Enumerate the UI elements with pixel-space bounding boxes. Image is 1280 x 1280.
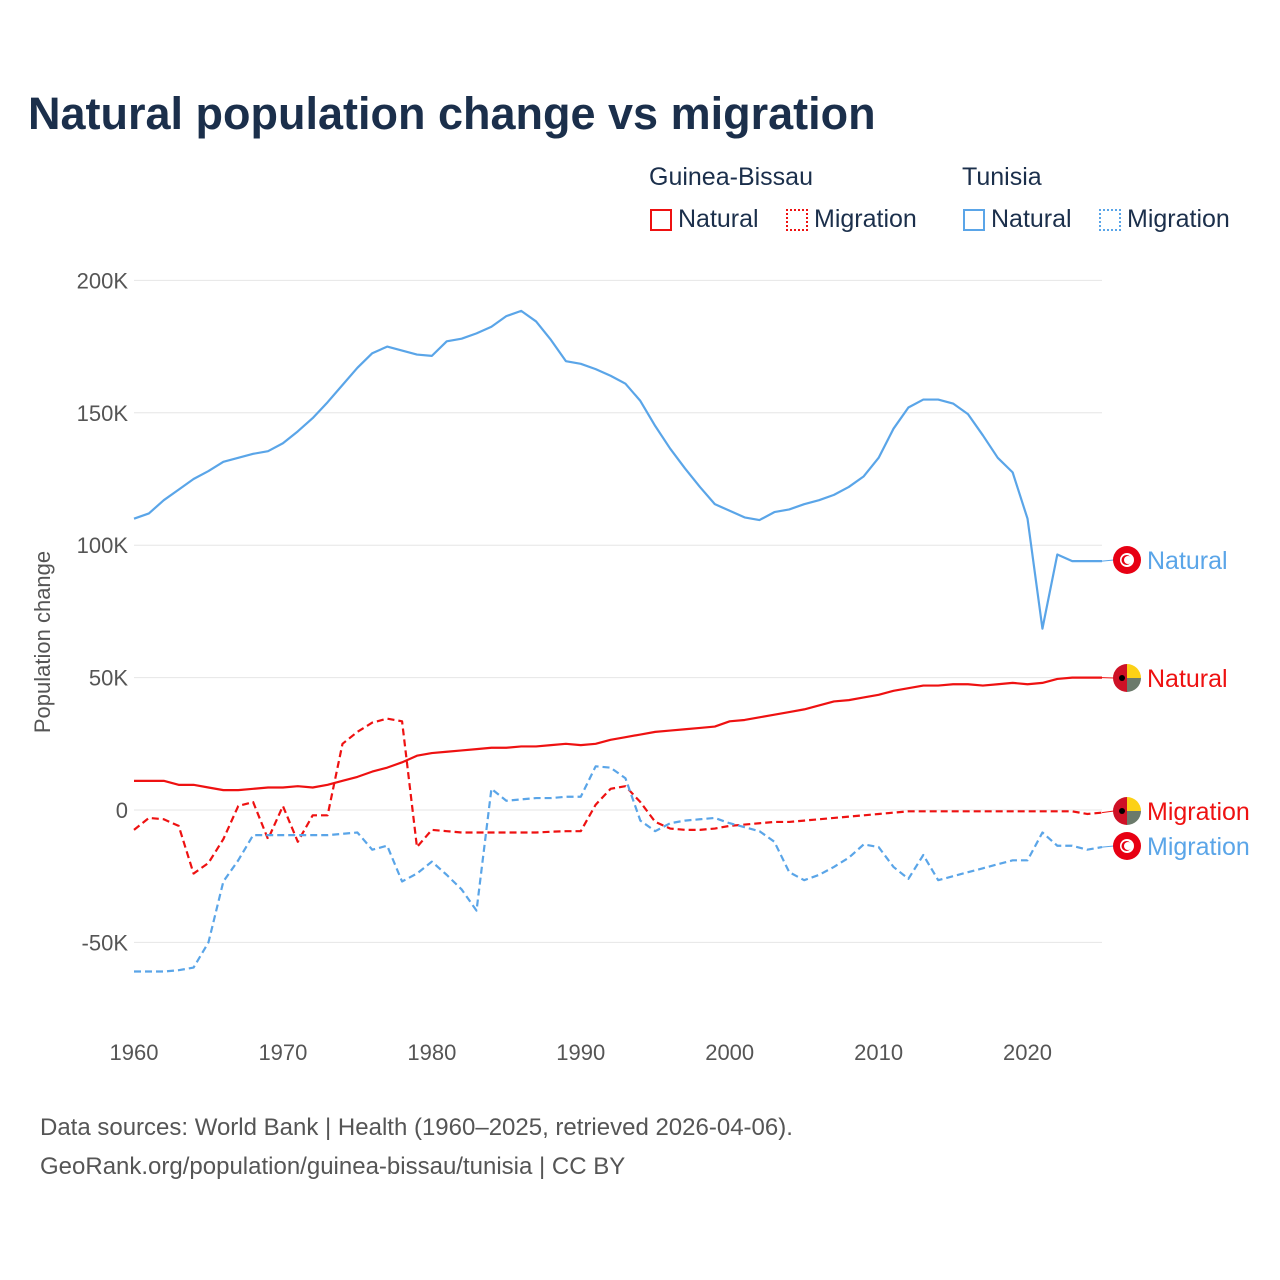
chart-title: Natural population change vs migration: [28, 88, 876, 139]
flag-star: [1119, 808, 1125, 814]
legend-label: Natural: [991, 205, 1072, 233]
legend-label: Migration: [1127, 205, 1230, 233]
end-label: Natural: [1147, 547, 1228, 575]
source-line-2[interactable]: GeoRank.org/population/guinea-bissau/tun…: [40, 1153, 626, 1180]
x-tick-label: 2020: [1003, 1040, 1052, 1065]
y-tick-label: 100K: [77, 533, 129, 558]
end-connector: [1101, 810, 1115, 814]
end-connector: [1101, 559, 1115, 562]
end-connector: [1101, 845, 1115, 848]
flag-crescent-cut: [1124, 556, 1132, 564]
legend-swatch-dotted: [786, 208, 808, 231]
end-label: Natural: [1147, 665, 1228, 693]
y-axis-label: Population change: [30, 551, 55, 733]
flag-green: [1127, 811, 1141, 825]
x-tick-label: 2010: [854, 1040, 903, 1065]
tunisia-flag-icon: [1113, 832, 1141, 860]
series-line-guinea-bissau-migration: [133, 717, 1103, 875]
guinea-bissau-flag-icon: [1113, 664, 1141, 692]
source-note: Data sources: World Bank | Health (1960–…: [40, 1108, 793, 1186]
legend-group-tunisia: Tunisia: [962, 163, 1042, 191]
legend-swatch-solid: [963, 208, 985, 231]
legend-item-gb-natural[interactable]: Natural: [650, 205, 759, 234]
y-tick-label: 200K: [77, 268, 129, 293]
legend-swatch-dotted: [1099, 208, 1121, 231]
x-tick-label: 2000: [705, 1040, 754, 1065]
legend-group-guinea-bissau: Guinea-Bissau: [649, 163, 813, 191]
flag-yellow: [1127, 664, 1141, 678]
y-tick-label: 50K: [89, 666, 128, 691]
legend-label: Natural: [678, 205, 759, 233]
series-line-tunisia-migration: [134, 765, 1103, 973]
y-tick-label: 150K: [77, 401, 129, 426]
y-tick-label: -50K: [82, 930, 129, 955]
x-tick-label: 1970: [258, 1040, 307, 1065]
guinea-bissau-flag-icon: [1113, 797, 1141, 825]
flag-crescent-cut: [1124, 842, 1132, 850]
end-label: Migration: [1147, 833, 1250, 861]
flag-green: [1127, 678, 1141, 692]
tunisia-flag-icon: [1113, 546, 1141, 574]
flag-star: [1119, 675, 1125, 681]
legend-item-tn-migration[interactable]: Migration: [1099, 205, 1230, 234]
flag-yellow: [1127, 797, 1141, 811]
legend-label: Migration: [814, 205, 917, 233]
end-label: Migration: [1147, 798, 1250, 826]
legend-item-gb-migration[interactable]: Migration: [786, 205, 917, 234]
y-tick-label: 0: [116, 798, 128, 823]
x-tick-label: 1980: [407, 1040, 456, 1065]
x-tick-label: 1960: [110, 1040, 159, 1065]
legend-item-tn-natural[interactable]: Natural: [963, 205, 1072, 234]
legend-swatch-solid: [650, 208, 672, 231]
series-line-guinea-bissau-natural: [134, 676, 1102, 792]
series-line-tunisia-natural: [133, 309, 1102, 630]
source-line-1: Data sources: World Bank | Health (1960–…: [40, 1114, 793, 1141]
x-tick-label: 1990: [556, 1040, 605, 1065]
